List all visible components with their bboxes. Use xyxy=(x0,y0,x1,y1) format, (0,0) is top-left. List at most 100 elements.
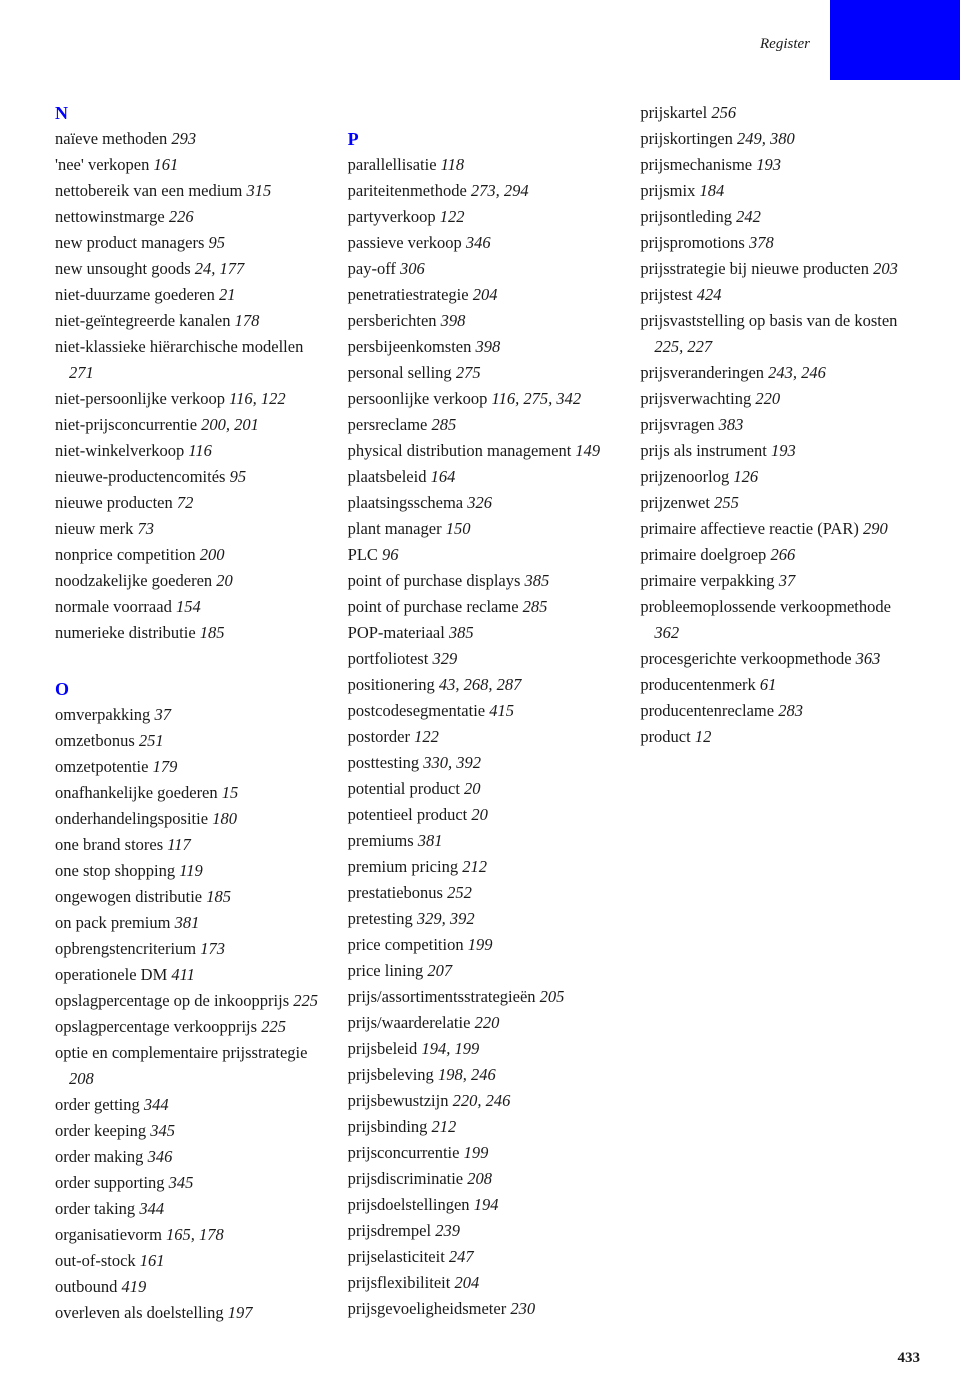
index-entry: order keeping 345 xyxy=(55,1118,320,1144)
index-pages: 200, 201 xyxy=(201,415,259,434)
index-term: nieuw merk xyxy=(55,519,137,538)
index-pages: 154 xyxy=(176,597,201,616)
index-entry: on pack premium 381 xyxy=(55,910,320,936)
index-pages: 193 xyxy=(756,155,781,174)
index-term: POP-materiaal xyxy=(348,623,449,642)
index-entry: nettobereik van een medium 315 xyxy=(55,178,320,204)
index-pages: 381 xyxy=(418,831,443,850)
index-pages: 249, 380 xyxy=(737,129,795,148)
index-pages: 346 xyxy=(148,1147,173,1166)
index-pages: 208 xyxy=(467,1169,492,1188)
index-pages: 198, 246 xyxy=(438,1065,496,1084)
index-term: prijsvaststelling op basis van de kosten xyxy=(640,311,897,330)
section-letter: P xyxy=(348,126,613,152)
index-term: pariteitenmethode xyxy=(348,181,471,200)
index-pages: 204 xyxy=(473,285,498,304)
index-entry: personal selling 275 xyxy=(348,360,613,386)
index-term: operationele DM xyxy=(55,965,171,984)
index-entry: order taking 344 xyxy=(55,1196,320,1222)
index-pages: 193 xyxy=(771,441,796,460)
index-entry: numerieke distributie 185 xyxy=(55,620,320,646)
index-columns: Nnaïeve methoden 293'nee' verkopen 161ne… xyxy=(55,100,905,1330)
index-pages: 285 xyxy=(523,597,548,616)
index-term: persberichten xyxy=(348,311,441,330)
index-pages: 161 xyxy=(153,155,178,174)
index-entry: prijsbewustzijn 220, 246 xyxy=(348,1088,613,1114)
index-pages: 398 xyxy=(476,337,501,356)
index-pages: 161 xyxy=(140,1251,165,1270)
index-pages: 239 xyxy=(435,1221,460,1240)
index-term: plaatsingsschema xyxy=(348,493,468,512)
index-pages: 208 xyxy=(69,1069,94,1088)
index-term: personal selling xyxy=(348,363,456,382)
index-term: prijsbewustzijn xyxy=(348,1091,453,1110)
index-pages: 385 xyxy=(449,623,474,642)
index-pages: 37 xyxy=(779,571,796,590)
index-pages: 61 xyxy=(760,675,777,694)
index-entry: prijzenoorlog 126 xyxy=(640,464,905,490)
index-term: price lining xyxy=(348,961,428,980)
index-term: one stop shopping xyxy=(55,861,179,880)
index-term: plaatsbeleid xyxy=(348,467,431,486)
index-pages: 178 xyxy=(235,311,260,330)
index-term: prijsflexibiliteit xyxy=(348,1273,455,1292)
index-pages: 266 xyxy=(770,545,795,564)
index-pages: 179 xyxy=(153,757,178,776)
index-pages: 116, 275, 342 xyxy=(492,389,582,408)
index-pages: 378 xyxy=(749,233,774,252)
index-entry: price lining 207 xyxy=(348,958,613,984)
index-pages: 199 xyxy=(468,935,493,954)
index-pages: 293 xyxy=(171,129,196,148)
index-entry: niet-prijsconcurrentie 200, 201 xyxy=(55,412,320,438)
index-entry: prijsconcurrentie 199 xyxy=(348,1140,613,1166)
index-pages: 226 xyxy=(169,207,194,226)
index-pages: 415 xyxy=(489,701,514,720)
index-term: niet-duurzame goederen xyxy=(55,285,219,304)
index-entry: prijs als instrument 193 xyxy=(640,438,905,464)
index-pages: 225 xyxy=(293,991,318,1010)
index-term: nieuwe-productencomités xyxy=(55,467,230,486)
index-pages: 247 xyxy=(449,1247,474,1266)
index-entry: persberichten 398 xyxy=(348,308,613,334)
index-term: 'nee' verkopen xyxy=(55,155,153,174)
index-pages: 329, 392 xyxy=(417,909,475,928)
index-pages: 315 xyxy=(247,181,272,200)
index-term: ongewogen distributie xyxy=(55,887,206,906)
index-pages: 290 xyxy=(863,519,888,538)
index-pages: 185 xyxy=(206,887,231,906)
index-entry: postorder 122 xyxy=(348,724,613,750)
index-entry: prijsbinding 212 xyxy=(348,1114,613,1140)
index-pages: 12 xyxy=(695,727,712,746)
index-pages: 95 xyxy=(230,467,247,486)
index-term: PLC xyxy=(348,545,382,564)
index-term: penetratiestrategie xyxy=(348,285,473,304)
index-entry: positionering 43, 268, 287 xyxy=(348,672,613,698)
index-term: procesgerichte verkoop­methode xyxy=(640,649,855,668)
index-entry: price competition 199 xyxy=(348,932,613,958)
index-term: plant manager xyxy=(348,519,446,538)
index-pages: 207 xyxy=(427,961,452,980)
index-pages: 37 xyxy=(154,705,171,724)
index-entry: naïeve methoden 293 xyxy=(55,126,320,152)
index-entry: point of purchase reclame 285 xyxy=(348,594,613,620)
index-term: organisatievorm xyxy=(55,1225,166,1244)
index-entry: primaire verpakking 37 xyxy=(640,568,905,594)
index-term: portfoliotest xyxy=(348,649,433,668)
index-term: primaire affectieve reactie (PAR) xyxy=(640,519,863,538)
index-entry: parallellisatie 118 xyxy=(348,152,613,178)
index-term: order making xyxy=(55,1147,148,1166)
index-entry: opslagpercentage verkoop­prijs 225 xyxy=(55,1014,320,1040)
index-entry: prijstest 424 xyxy=(640,282,905,308)
index-pages: 306 xyxy=(400,259,425,278)
index-entry: nettowinstmarge 226 xyxy=(55,204,320,230)
index-term: opslagpercentage op de inkoopprijs xyxy=(55,991,293,1010)
index-entry: prijsdiscriminatie 208 xyxy=(348,1166,613,1192)
index-term: parallellisatie xyxy=(348,155,441,174)
index-term: normale voorraad xyxy=(55,597,176,616)
index-pages: 173 xyxy=(200,939,225,958)
index-term: postorder xyxy=(348,727,414,746)
index-pages: 256 xyxy=(711,103,736,122)
index-entry: prijsflexibiliteit 204 xyxy=(348,1270,613,1296)
index-pages: 424 xyxy=(697,285,722,304)
index-entry: prijsveranderingen 243, 246 xyxy=(640,360,905,386)
